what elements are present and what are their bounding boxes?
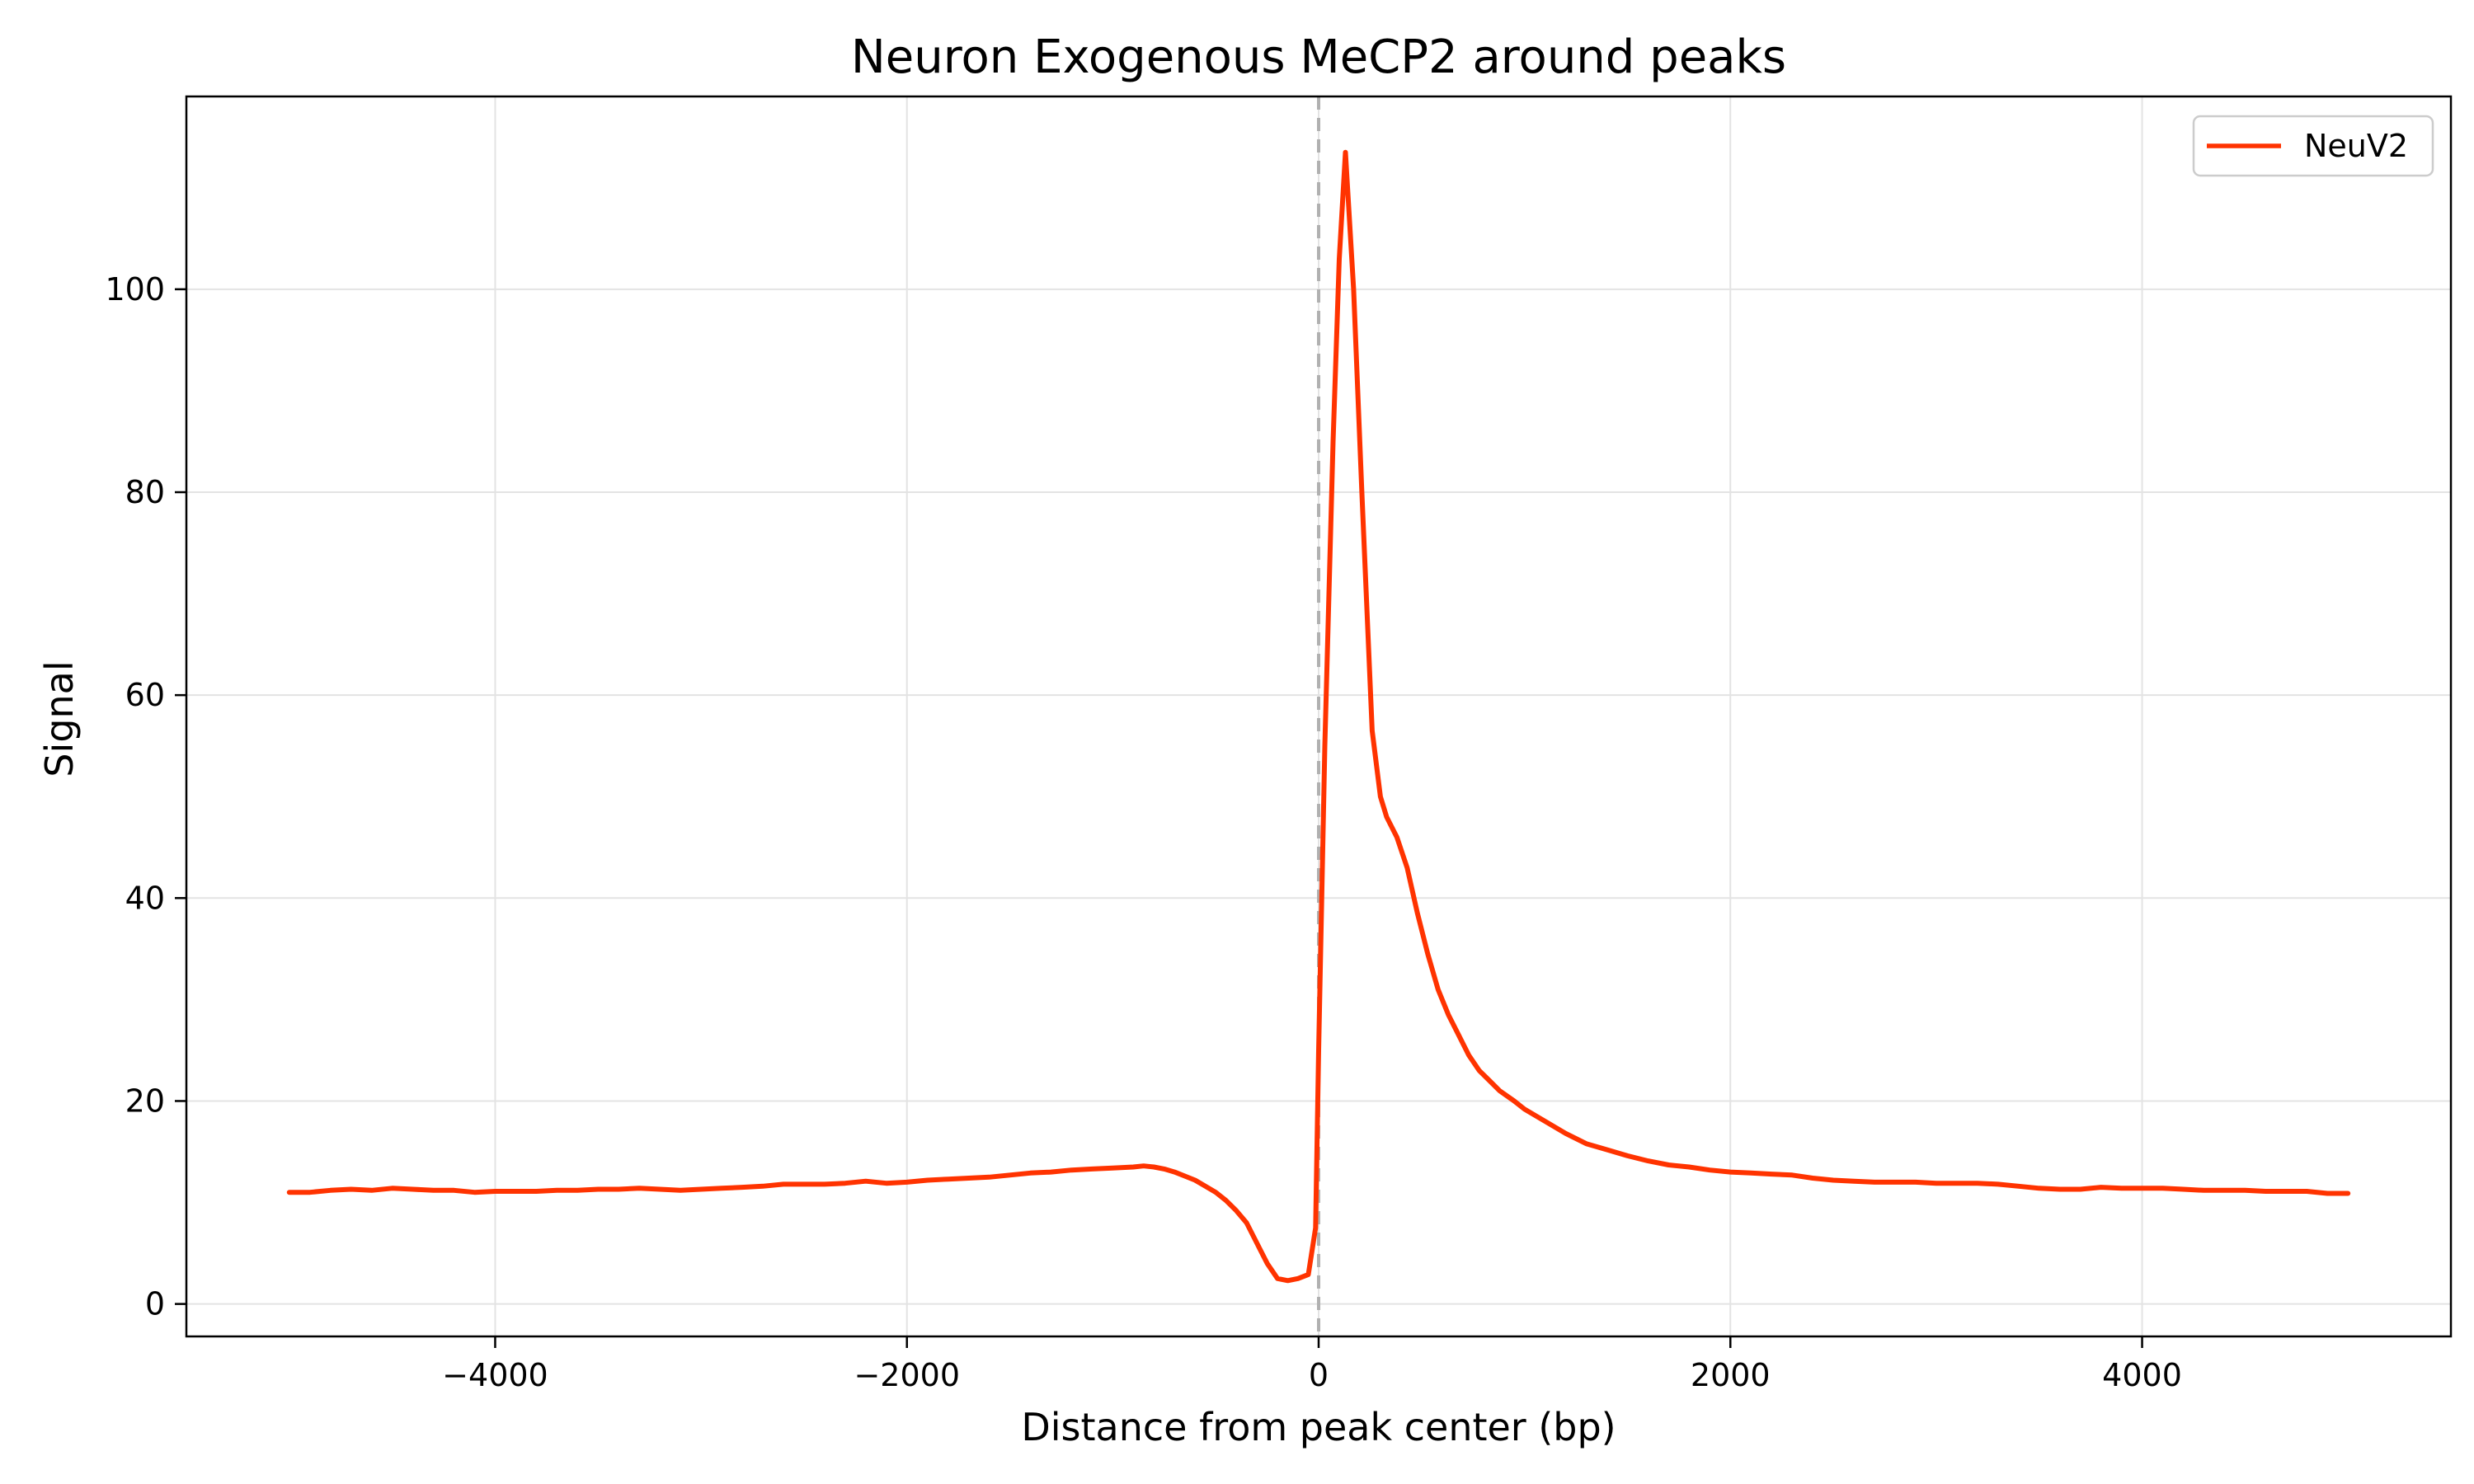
series-line-neuv2 xyxy=(286,149,2351,1284)
y-tick-label: 60 xyxy=(125,677,165,713)
legend: NeuV2 xyxy=(2192,115,2434,177)
y-axis-label: Signal xyxy=(37,660,82,777)
y-axis-ticks: 0 20 40 60 80 100 xyxy=(105,271,186,1322)
x-tick-label: 2000 xyxy=(1691,1357,1771,1393)
chart-title: Neuron Exogenous MeCP2 around peaks xyxy=(851,31,1786,84)
y-tick-label: 80 xyxy=(125,474,165,510)
legend-box xyxy=(2192,115,2434,177)
x-tick-label: −4000 xyxy=(442,1357,548,1393)
x-axis-label: Distance from peak center (bp) xyxy=(1021,1405,1616,1449)
y-tick-label: 0 xyxy=(145,1286,165,1322)
y-tick-label: 40 xyxy=(125,880,165,916)
y-tick-label: 20 xyxy=(125,1082,165,1119)
x-tick-label: 0 xyxy=(1309,1357,1329,1393)
legend-label: NeuV2 xyxy=(2304,128,2408,164)
x-tick-label: −2000 xyxy=(854,1357,960,1393)
x-tick-label: 4000 xyxy=(2102,1357,2182,1393)
y-tick-label: 100 xyxy=(105,271,165,308)
series-lines xyxy=(286,149,2351,1284)
x-axis-ticks: −4000 −2000 0 2000 4000 xyxy=(442,1336,2182,1393)
